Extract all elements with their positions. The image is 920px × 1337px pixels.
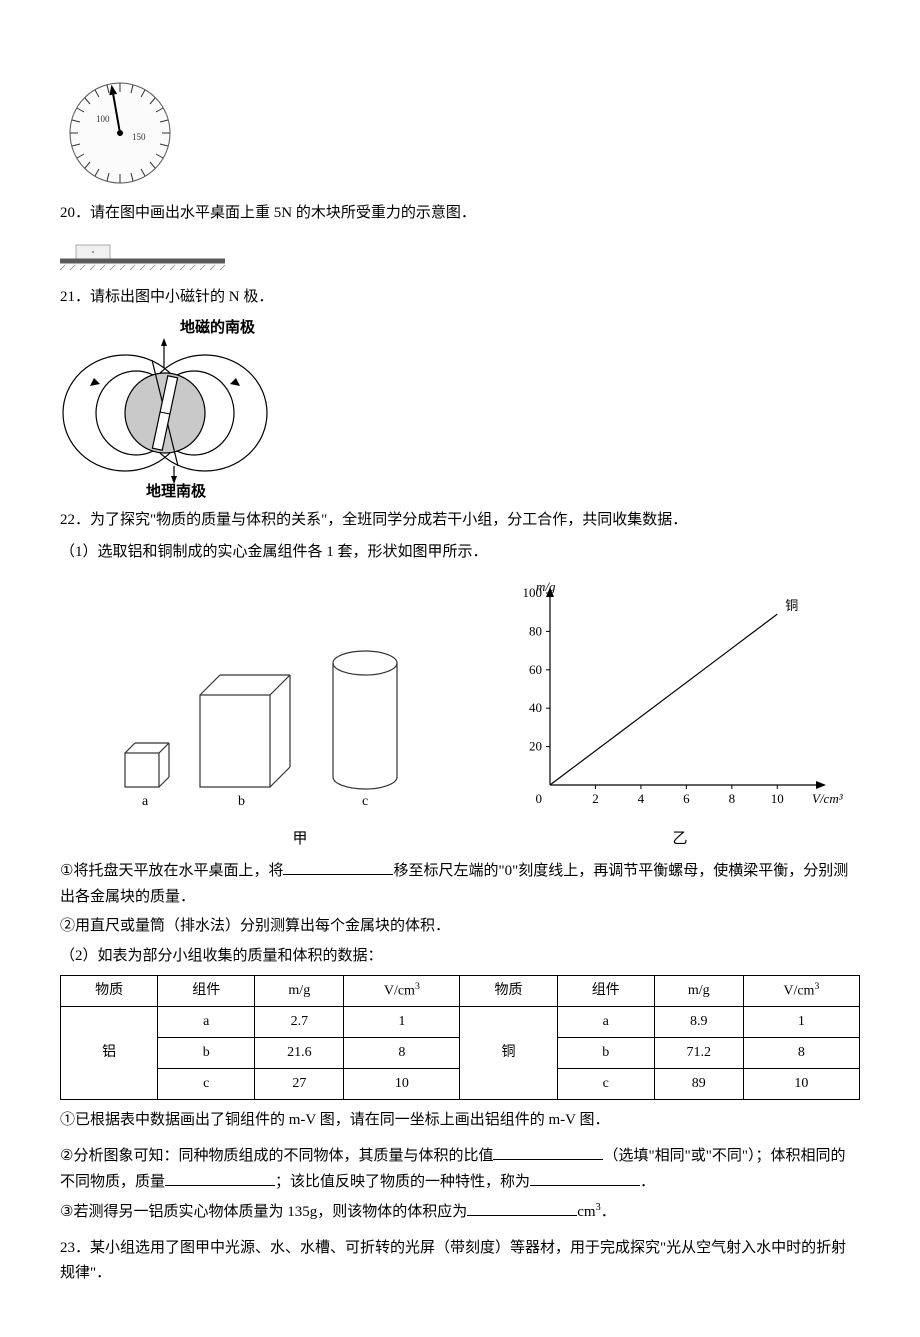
- q20-text: 20．请在图中画出水平桌面上重 5N 的木块所受重力的示意图．: [60, 201, 860, 227]
- svg-text:8: 8: [729, 791, 736, 806]
- fig-yi-caption: 乙: [500, 827, 860, 853]
- svg-text:m/g: m/g: [536, 579, 556, 594]
- table-header-row: 物质 组件 m/g V/cm3 物质 组件 m/g V/cm3: [61, 976, 860, 1007]
- chart-svg: 204060801002468100m/gV/cm³铜: [500, 575, 860, 815]
- q23-text: 23．某小组选用了图甲中光源、水、水槽、可折转的光屏（带刻度）等器材，用于完成探…: [60, 1236, 860, 1287]
- th-v1: V/cm3: [344, 976, 460, 1007]
- svg-text:60: 60: [529, 662, 542, 677]
- q19-gauge-figure: 100 150: [60, 68, 860, 193]
- th-v2: V/cm3: [743, 976, 859, 1007]
- svg-text:80: 80: [529, 623, 542, 638]
- fig-jia: a b c 甲: [60, 615, 480, 852]
- th-comp1: 组件: [158, 976, 255, 1007]
- svg-text:10: 10: [771, 791, 784, 806]
- th-comp2: 组件: [557, 976, 654, 1007]
- svg-text:V/cm³: V/cm³: [812, 791, 844, 806]
- q22-data-table: 物质 组件 m/g V/cm3 物质 组件 m/g V/cm3 铝 a 2.7 …: [60, 975, 860, 1100]
- blank-ratio[interactable]: [493, 1145, 603, 1160]
- fig-yi: 204060801002468100m/gV/cm³铜 乙: [500, 575, 860, 852]
- svg-text:c: c: [362, 794, 368, 809]
- th-material1: 物质: [61, 976, 158, 1007]
- blank-volume[interactable]: [467, 1201, 577, 1216]
- blank-mass[interactable]: [165, 1171, 275, 1186]
- table-row: 铝 a 2.7 1 铜 a 8.9 1: [61, 1007, 860, 1038]
- svg-text:铜: 铜: [785, 598, 798, 613]
- th-m2: m/g: [654, 976, 743, 1007]
- svg-text:a: a: [142, 794, 149, 809]
- svg-text:4: 4: [638, 791, 645, 806]
- blank-rider[interactable]: [283, 860, 393, 875]
- q21: 21．请标出图中小磁针的 N 极． 地磁的南极: [60, 285, 860, 499]
- q22-step1: ①将托盘天平放在水平桌面上，将移至标尺左端的"0"刻度线上，再调节平衡螺母，使横…: [60, 858, 860, 910]
- gauge-svg: 100 150: [60, 68, 180, 193]
- geo-south-label: 地理南极: [146, 482, 207, 498]
- geomag-south-label: 地磁的南极: [180, 318, 256, 336]
- q22-step2: ②用直尺或量筒（排水法）分别测算出每个金属块的体积．: [60, 914, 860, 940]
- q22-sub2: （2）如表为部分小组收集的质量和体积的数据：: [60, 944, 860, 970]
- q21-figure: 地磁的南极 地理南极: [60, 318, 860, 498]
- q23: 23．某小组选用了图甲中光源、水、水槽、可折转的光屏（带刻度）等器材，用于完成探…: [60, 1236, 860, 1287]
- q22-analysis2: ②分析图象可知：同种物质组成的不同物体，其质量与体积的比值（选填"相同"或"不同…: [60, 1143, 860, 1195]
- gauge-label-right: 150: [132, 132, 146, 142]
- q22-sub1: （1）选取铝和铜制成的实心金属组件各 1 套，形状如图甲所示．: [60, 540, 860, 566]
- blank-density[interactable]: [530, 1171, 640, 1186]
- svg-text:0: 0: [536, 791, 543, 806]
- svg-text:40: 40: [529, 700, 542, 715]
- q22-analysis1: ①已根据表中数据画出了铜组件的 m-V 图，请在同一坐标上画出铝组件的 m-V …: [60, 1108, 860, 1134]
- gauge-label-left: 100: [96, 114, 110, 124]
- q22: 22．为了探究"物质的质量与体积的关系"，全班同学分成若干小组，分工合作，共同收…: [60, 508, 860, 1226]
- q21-text: 21．请标出图中小磁针的 N 极．: [60, 285, 860, 311]
- svg-text:2: 2: [592, 791, 599, 806]
- q22-analysis3: ③若测得另一铝质实心物体质量为 135g，则该物体的体积应为cm3．: [60, 1199, 860, 1226]
- th-material2: 物质: [460, 976, 557, 1007]
- svg-text:6: 6: [683, 791, 690, 806]
- svg-text:b: b: [238, 794, 245, 809]
- q20: 20．请在图中画出水平桌面上重 5N 的木块所受重力的示意图．: [60, 201, 860, 275]
- q20-figure: [60, 235, 860, 275]
- fig-jia-caption: 甲: [120, 827, 480, 853]
- q22-figures: a b c 甲: [60, 575, 860, 852]
- th-m1: m/g: [255, 976, 344, 1007]
- svg-text:20: 20: [529, 739, 542, 754]
- q22-intro: 22．为了探究"物质的质量与体积的关系"，全班同学分成若干小组，分工合作，共同收…: [60, 508, 860, 534]
